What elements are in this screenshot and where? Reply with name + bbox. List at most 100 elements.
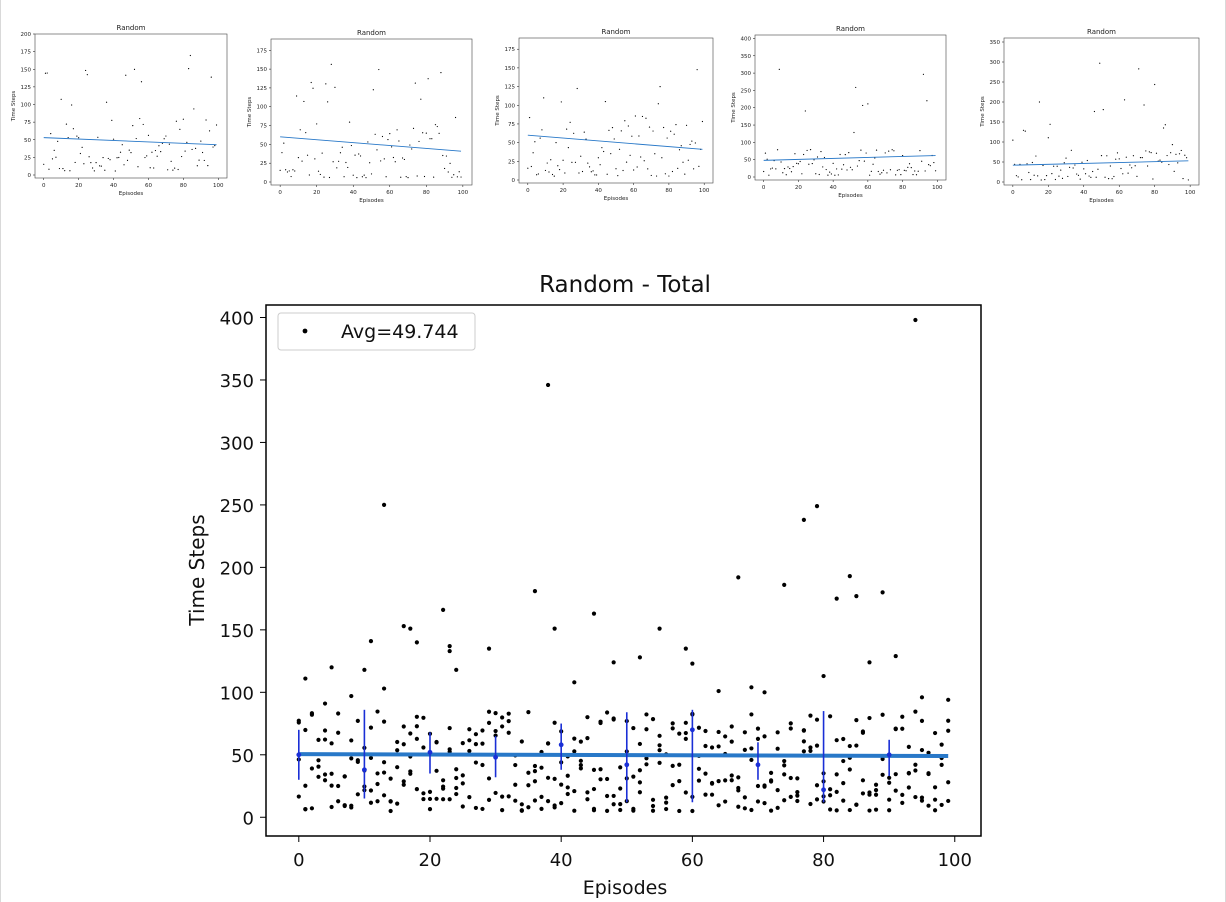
data-point (427, 789, 433, 794)
data-point (480, 762, 485, 768)
data-point (762, 690, 767, 695)
thumbnail-y-tick-label: 125 (505, 85, 516, 91)
thumbnail-point (546, 162, 548, 164)
data-point (368, 788, 374, 793)
thumbnail-point (601, 147, 603, 149)
thumbnail-point (1065, 157, 1067, 159)
data-point (762, 801, 767, 806)
thumbnail-point (79, 152, 81, 155)
thumbnail-y-tick-label: 50 (260, 142, 267, 148)
data-point (519, 802, 524, 807)
thumbnail-x-tick-label: 20 (795, 185, 802, 191)
data-point (506, 730, 511, 735)
data-point (572, 680, 577, 685)
thumbnail-point (869, 174, 871, 176)
thumbnail-point (161, 142, 164, 144)
data-point (388, 808, 393, 814)
data-point (755, 726, 761, 731)
thumbnail-point (358, 153, 360, 155)
data-point (591, 786, 597, 792)
thumbnail-point (680, 145, 682, 147)
data-point (381, 770, 387, 775)
thumbnail-point (1131, 167, 1133, 169)
thumbnail-y-tick-label: 150 (505, 66, 516, 72)
data-point (414, 736, 419, 741)
data-point (631, 725, 636, 731)
data-point (828, 807, 833, 812)
thumbnail-point (770, 168, 772, 170)
thumbnail-chart: Random Episodes Time Steps 0 20 40 60 80 100 0 50 1… (980, 28, 1200, 204)
data-point (913, 762, 918, 767)
thumbnail-y-tick-label: 100 (257, 105, 268, 111)
thumbnail-point (1100, 155, 1103, 157)
data-point (493, 710, 498, 716)
thumbnail-x-tick-label: 80 (180, 183, 187, 189)
thumbnail-point (184, 150, 186, 152)
data-point (395, 801, 400, 806)
data-point (893, 772, 898, 777)
thumbnail-x-tick-label: 40 (350, 190, 357, 196)
thumbnail-point (657, 103, 659, 105)
data-point (519, 808, 524, 813)
thumbnail-point (874, 157, 876, 159)
thumbnail-point (604, 100, 607, 103)
thumbnail-point (1060, 169, 1062, 171)
data-point (762, 783, 767, 788)
data-point (729, 778, 734, 783)
thumbnail-point (352, 174, 354, 176)
thumbnail-point (870, 170, 872, 172)
thumbnail-point (1092, 170, 1094, 173)
data-point (322, 772, 328, 777)
thumbnail-point (321, 152, 323, 154)
thumbnail-point (1040, 179, 1042, 181)
data-point (395, 739, 400, 745)
data-point (893, 653, 898, 659)
data-point (926, 750, 931, 755)
data-point (880, 712, 885, 717)
thumbnail-fit-line (527, 134, 703, 150)
data-point (893, 726, 898, 731)
thumbnail-point (46, 72, 48, 74)
data-point (834, 808, 839, 813)
thumbnail-point (125, 74, 127, 76)
thumbnail-y-tick-label: 25 (24, 155, 31, 161)
data-point (775, 746, 780, 751)
thumbnail-point (405, 176, 407, 178)
data-point (375, 771, 380, 776)
data-point (611, 716, 616, 721)
data-point (729, 739, 734, 744)
data-point (486, 709, 492, 714)
data-point (828, 787, 833, 792)
x-tick-label: 0 (293, 850, 304, 871)
thumbnail-point (919, 150, 921, 152)
data-point (814, 743, 820, 748)
x-tick-label: 80 (812, 850, 835, 871)
error-bar-mean (558, 742, 564, 748)
data-point (749, 746, 754, 751)
thumbnail-point (323, 176, 325, 178)
thumbnail-point (877, 170, 879, 173)
thumbnail-point (317, 170, 320, 172)
thumbnail-y-tick-label: 0 (748, 175, 752, 181)
thumbnail-point (903, 169, 905, 171)
data-point (893, 788, 898, 793)
thumbnail-point (1090, 176, 1092, 179)
thumbnail-point (283, 142, 285, 144)
thumbnail-point (396, 129, 398, 131)
data-point (703, 743, 708, 749)
thumbnail-point (693, 168, 695, 170)
thumbnail-point (1028, 171, 1030, 174)
data-point (545, 775, 551, 780)
thumbnail-point (182, 118, 184, 120)
thumbnail-point (775, 168, 777, 170)
thumbnail-point (354, 154, 356, 156)
thumbnail-point (425, 132, 427, 134)
thumbnail-point (780, 161, 782, 163)
data-point (664, 800, 669, 805)
thumbnail-row: Random Episodes Time Steps 0 20 40 60 80 100 0 25 5… (11, 24, 1200, 204)
thumbnail-point (1015, 175, 1018, 177)
thumbnail-point (581, 170, 584, 173)
thumbnail-y-tick-label: 100 (741, 140, 752, 146)
data-point (316, 764, 321, 769)
